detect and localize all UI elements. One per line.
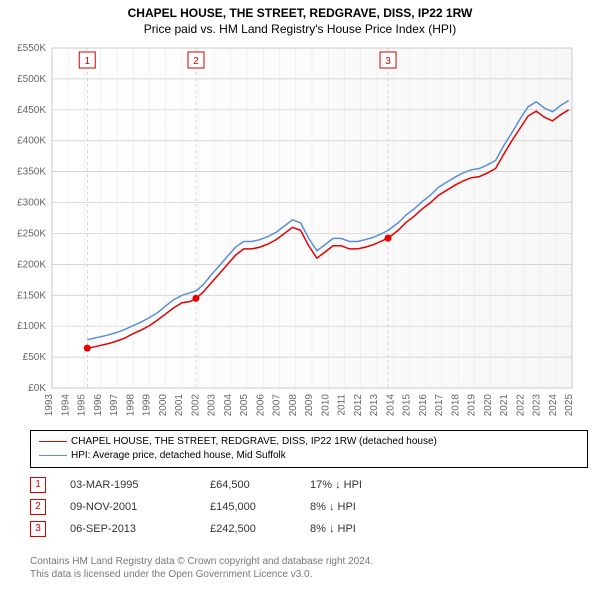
svg-text:£400K: £400K <box>17 136 46 147</box>
svg-text:2023: 2023 <box>532 394 543 417</box>
price-chart: £0K £50K £100K £150K £200K £250K £300K £350K £40… <box>0 0 600 430</box>
svg-text:£250K: £250K <box>17 228 46 239</box>
svg-text:2024: 2024 <box>548 394 559 417</box>
sale-date: 03-MAR-1995 <box>70 479 210 491</box>
svg-text:2: 2 <box>193 56 199 67</box>
svg-text:2016: 2016 <box>418 394 429 417</box>
svg-text:2004: 2004 <box>223 394 234 417</box>
svg-text:2002: 2002 <box>190 394 201 417</box>
svg-text:2011: 2011 <box>337 394 348 416</box>
svg-text:2010: 2010 <box>320 394 331 417</box>
sale-marker-icon: 3 <box>30 521 46 537</box>
svg-text:2015: 2015 <box>402 394 413 417</box>
svg-text:2020: 2020 <box>483 394 494 417</box>
svg-text:£150K: £150K <box>17 290 46 301</box>
sale-date: 06-SEP-2013 <box>70 523 210 535</box>
sale-vs-hpi: 8% ↓ HPI <box>310 501 430 513</box>
sales-row: 3 06-SEP-2013£242,5008% ↓ HPI <box>30 518 430 540</box>
svg-text:1993: 1993 <box>44 394 55 417</box>
legend-label: HPI: Average price, detached house, Mid … <box>71 450 286 461</box>
svg-text:1: 1 <box>84 56 90 67</box>
legend-box: CHAPEL HOUSE, THE STREET, REDGRAVE, DISS… <box>30 430 588 468</box>
chart-container: CHAPEL HOUSE, THE STREET, REDGRAVE, DISS… <box>0 0 600 590</box>
svg-text:£450K: £450K <box>17 105 46 116</box>
sale-vs-hpi: 17% ↓ HPI <box>310 479 430 491</box>
svg-text:2018: 2018 <box>450 394 461 417</box>
svg-text:2021: 2021 <box>499 394 510 417</box>
svg-text:2009: 2009 <box>304 394 315 417</box>
attribution-line1: Contains HM Land Registry data © Crown c… <box>30 555 373 568</box>
sale-price: £145,000 <box>210 501 310 513</box>
svg-text:£50K: £50K <box>23 352 47 363</box>
sales-row: 1 03-MAR-1995£64,50017% ↓ HPI <box>30 474 430 496</box>
svg-text:£350K: £350K <box>17 167 46 178</box>
sale-price: £242,500 <box>210 523 310 535</box>
sales-row: 2 09-NOV-2001£145,0008% ↓ HPI <box>30 496 430 518</box>
svg-text:2025: 2025 <box>564 394 575 417</box>
svg-text:£200K: £200K <box>17 259 46 270</box>
svg-text:1999: 1999 <box>142 394 153 417</box>
legend-item: CHAPEL HOUSE, THE STREET, REDGRAVE, DISS… <box>39 435 579 449</box>
svg-text:£300K: £300K <box>17 198 46 209</box>
legend-swatch <box>39 455 67 456</box>
svg-text:1995: 1995 <box>77 394 88 417</box>
svg-text:1997: 1997 <box>109 394 120 417</box>
sale-vs-hpi: 8% ↓ HPI <box>310 523 430 535</box>
svg-text:1994: 1994 <box>60 394 71 417</box>
svg-text:2022: 2022 <box>515 394 526 417</box>
svg-text:2003: 2003 <box>207 394 218 417</box>
sale-marker-icon: 1 <box>30 477 46 493</box>
svg-text:£500K: £500K <box>17 74 46 85</box>
svg-text:2001: 2001 <box>174 394 185 417</box>
svg-text:2000: 2000 <box>158 394 169 417</box>
sale-marker-icon: 2 <box>30 499 46 515</box>
svg-text:3: 3 <box>385 56 391 67</box>
svg-text:£550K: £550K <box>17 43 46 54</box>
svg-text:2005: 2005 <box>239 394 250 417</box>
sales-table: 1 03-MAR-1995£64,50017% ↓ HPI 2 09-NOV-2001… <box>30 474 430 540</box>
svg-text:1998: 1998 <box>125 394 136 417</box>
svg-text:2012: 2012 <box>353 394 364 417</box>
svg-text:2007: 2007 <box>272 394 283 417</box>
svg-text:£100K: £100K <box>17 321 46 332</box>
legend-item: HPI: Average price, detached house, Mid … <box>39 449 579 463</box>
attribution-line2: This data is licensed under the Open Gov… <box>30 568 373 581</box>
legend-swatch <box>39 441 67 442</box>
svg-text:2008: 2008 <box>288 394 299 417</box>
sale-date: 09-NOV-2001 <box>70 501 210 513</box>
svg-text:2013: 2013 <box>369 394 380 417</box>
svg-text:2017: 2017 <box>434 394 445 417</box>
svg-text:2014: 2014 <box>385 394 396 417</box>
legend-label: CHAPEL HOUSE, THE STREET, REDGRAVE, DISS… <box>71 436 437 447</box>
sale-price: £64,500 <box>210 479 310 491</box>
svg-text:2006: 2006 <box>255 394 266 417</box>
svg-text:1996: 1996 <box>93 394 104 417</box>
svg-text:2019: 2019 <box>467 394 478 417</box>
attribution-text: Contains HM Land Registry data © Crown c… <box>30 555 373 581</box>
svg-text:£0K: £0K <box>28 383 46 394</box>
